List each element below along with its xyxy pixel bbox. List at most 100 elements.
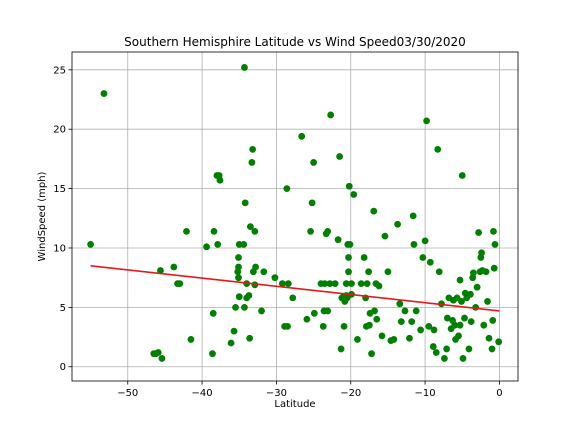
data-point <box>423 117 430 125</box>
data-point <box>183 227 190 235</box>
data-point <box>246 334 254 342</box>
data-point <box>491 241 499 248</box>
data-point <box>456 321 464 329</box>
data-point <box>260 268 268 276</box>
data-point <box>419 254 427 261</box>
y-tick-label: 5 <box>60 303 66 314</box>
y-tick-label: 15 <box>53 184 66 195</box>
data-point <box>467 318 475 326</box>
data-point <box>324 227 332 235</box>
data-point <box>425 322 433 330</box>
data-point <box>252 263 260 271</box>
data-point <box>432 349 440 356</box>
data-point <box>310 159 317 166</box>
data-point <box>384 268 392 276</box>
data-point <box>214 241 222 248</box>
data-point <box>410 241 418 248</box>
data-point <box>396 300 404 308</box>
data-point <box>210 227 218 235</box>
data-point <box>232 303 239 311</box>
data-point <box>375 282 383 290</box>
data-point <box>490 264 498 272</box>
data-point <box>381 232 389 240</box>
data-point <box>308 199 316 207</box>
x-tick-label: −20 <box>340 388 361 399</box>
data-point <box>373 315 381 323</box>
data-point <box>345 182 353 190</box>
y-tick-label: 10 <box>53 243 66 254</box>
data-point <box>247 223 254 230</box>
data-point <box>354 336 361 343</box>
data-point <box>421 237 429 245</box>
data-point <box>87 241 94 248</box>
plot-area: −50 −40 −30 −20 −10 0 0 5 10 15 20 25 <box>53 51 519 399</box>
data-point <box>157 267 164 274</box>
data-point <box>458 298 465 305</box>
grid-lines <box>72 52 518 381</box>
data-point <box>321 280 329 288</box>
data-point <box>284 280 292 288</box>
data-point <box>363 280 371 288</box>
data-point <box>495 338 503 346</box>
data-point <box>378 332 386 340</box>
data-point <box>209 350 216 358</box>
data-point <box>470 269 477 277</box>
data-point <box>478 249 485 257</box>
data-point <box>409 212 417 220</box>
data-point <box>401 307 409 315</box>
data-point <box>319 322 327 330</box>
data-point <box>489 317 497 324</box>
data-point <box>390 336 398 343</box>
data-point <box>475 229 483 236</box>
data-point <box>482 268 490 276</box>
data-point <box>412 307 420 315</box>
data-point <box>426 258 434 266</box>
data-point <box>235 254 242 261</box>
data-point <box>435 268 443 276</box>
x-tick-label: −50 <box>117 388 138 399</box>
data-point <box>170 263 178 271</box>
data-point <box>467 290 474 298</box>
data-point <box>456 276 464 284</box>
data-point <box>271 274 279 282</box>
data-point <box>187 336 195 343</box>
data-point <box>249 145 257 153</box>
y-axis-label: WindSpeed (mph) <box>37 171 48 261</box>
data-point <box>365 268 372 276</box>
data-point <box>458 172 466 179</box>
axes-frame <box>71 51 519 382</box>
data-point <box>408 318 416 326</box>
data-point <box>488 345 496 353</box>
x-tick-label: −30 <box>266 388 287 399</box>
y-tick-label: 20 <box>53 125 66 136</box>
y-tick-label: 25 <box>53 65 66 76</box>
y-tick-label: 0 <box>60 362 66 373</box>
data-point <box>284 322 291 330</box>
data-point <box>455 332 462 340</box>
data-point <box>241 64 248 71</box>
data-point <box>406 334 413 342</box>
data-point <box>345 268 352 276</box>
data-point <box>283 185 291 192</box>
data-point <box>451 321 459 329</box>
x-tick-label: −40 <box>192 388 213 399</box>
data-point <box>371 307 378 315</box>
data-point <box>473 283 481 291</box>
data-point <box>303 315 311 323</box>
data-point <box>251 227 259 235</box>
regression-line <box>90 264 500 312</box>
data-point <box>209 309 217 317</box>
data-point <box>443 314 451 322</box>
data-point <box>484 298 491 305</box>
data-point <box>216 176 224 184</box>
x-tick-label: −10 <box>415 388 436 399</box>
data-point <box>334 236 342 244</box>
x-axis-label: Latitude <box>274 399 315 410</box>
data-point <box>490 227 497 235</box>
data-point <box>429 343 437 350</box>
data-point <box>230 327 238 335</box>
regression-line-group <box>90 264 500 312</box>
data-point <box>360 254 368 261</box>
data-point <box>158 355 166 362</box>
